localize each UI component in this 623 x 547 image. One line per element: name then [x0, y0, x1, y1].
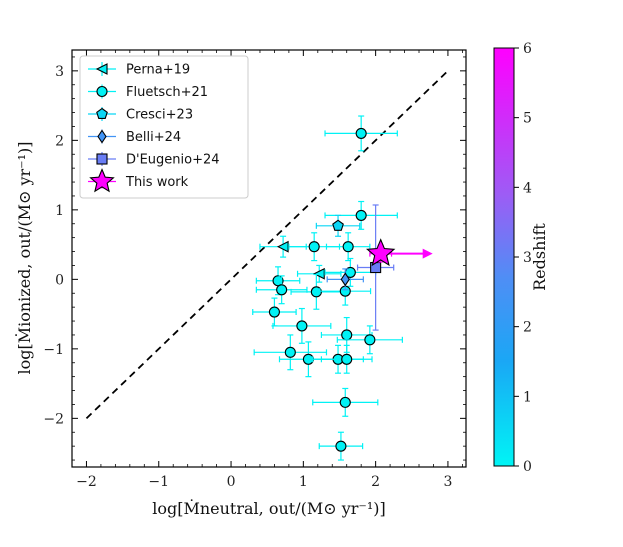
x-tick-label: 3 [443, 474, 452, 490]
colorbar-tick-label: 6 [523, 41, 532, 57]
point-fluetsch-21 [253, 334, 328, 371]
marker-fluetsch-21 [335, 440, 347, 452]
marker-fluetsch-21 [355, 209, 367, 221]
marker-fluetsch-21 [302, 353, 314, 365]
colorbar [493, 47, 515, 467]
x-axis-label: log[Ṁneutral, out/(M⊙ yr⁻¹)] [152, 498, 386, 518]
marker-fluetsch-21 [341, 329, 353, 341]
legend-marker [95, 63, 108, 75]
legend-frame [79, 55, 249, 199]
colorbar-tick-label: 4 [523, 180, 532, 196]
marker-perna-19 [276, 240, 289, 253]
legend-item: D'Eugenio+24 [88, 152, 220, 168]
legend-item: Perna+19 [88, 62, 190, 78]
legend-label: D'Eugenio+24 [126, 153, 220, 168]
y-tick-label: −1 [43, 342, 64, 358]
point-this-work [366, 238, 433, 267]
point-fluetsch-21 [272, 307, 332, 344]
legend: Perna+19 Fluetsch+21 Cresci+23 Belli+24 D'Eu… [79, 55, 249, 199]
point-fluetsch-21 [252, 297, 297, 327]
y-tick-label: 3 [55, 64, 64, 80]
marker-fluetsch-21 [308, 241, 320, 253]
point-fluetsch-21 [325, 232, 371, 262]
legend-item: Belli+24 [88, 129, 181, 145]
y-tick-label: 2 [55, 133, 64, 149]
marker-cresci-23 [332, 219, 344, 231]
marker-belli-24 [340, 272, 350, 287]
x-tick-label: −2 [76, 474, 97, 490]
lower-limit-arrowhead [422, 248, 433, 259]
x-tick-label: 2 [371, 474, 380, 490]
legend-item: Fluetsch+21 [88, 84, 208, 100]
marker-fluetsch-21 [339, 396, 351, 408]
legend-marker [96, 85, 108, 98]
marker-fluetsch-21 [364, 334, 376, 346]
point-d-eugenio-24 [356, 204, 395, 331]
legend-marker [89, 168, 115, 193]
colorbar-tick-label: 3 [523, 250, 532, 266]
point-belli-24 [326, 268, 364, 291]
x-tick-label: 1 [299, 474, 308, 490]
legend-marker [96, 153, 108, 165]
marker-perna-19 [313, 267, 325, 280]
legend-label: Perna+19 [126, 63, 190, 78]
point-fluetsch-21 [319, 276, 372, 306]
legend-label: Fluetsch+21 [126, 85, 208, 100]
colorbar-label: Redshift [530, 223, 549, 291]
point-perna-19 [296, 264, 342, 283]
point-fluetsch-21 [312, 387, 379, 417]
y-tick-label: −2 [43, 411, 64, 427]
legend-label: This work [125, 175, 189, 190]
point-fluetsch-21 [336, 325, 403, 355]
legend-item: Cresci+23 [88, 107, 193, 123]
y-tick-label: 0 [55, 272, 64, 288]
marker-fluetsch-21 [284, 346, 296, 358]
marker-fluetsch-21 [310, 286, 322, 298]
x-tick-label: −1 [148, 474, 169, 490]
colorbar-tick-label: 5 [523, 111, 532, 127]
colorbar-tick-label: 2 [523, 320, 532, 336]
point-fluetsch-21 [324, 257, 377, 287]
y-axis-label: log[Ṁionized, out/(M⊙ yr⁻¹)] [14, 141, 34, 374]
marker-this-work [366, 238, 396, 267]
point-fluetsch-21 [255, 266, 301, 296]
point-fluetsch-21 [320, 344, 373, 374]
legend-label: Belli+24 [126, 130, 181, 145]
legend-marker [96, 107, 108, 119]
colorbar-tick-label: 1 [523, 389, 532, 405]
marker-fluetsch-21 [342, 241, 354, 253]
marker-fluetsch-21 [341, 353, 353, 365]
legend-label: Cresci+23 [126, 108, 193, 123]
legend-marker [97, 129, 107, 144]
marker-fluetsch-21 [268, 306, 280, 318]
colorbar-tick-label: 0 [523, 459, 532, 475]
marker-fluetsch-21 [296, 320, 308, 332]
marker-fluetsch-21 [355, 127, 367, 139]
point-fluetsch-21 [318, 431, 364, 461]
legend-item: This work [88, 168, 189, 193]
point-fluetsch-21 [324, 115, 398, 152]
marker-fluetsch-21 [276, 284, 288, 296]
x-tick-label: 0 [227, 474, 236, 490]
plot-frame [71, 49, 467, 468]
y-tick-label: 1 [55, 203, 64, 219]
point-cresci-23 [315, 214, 361, 237]
